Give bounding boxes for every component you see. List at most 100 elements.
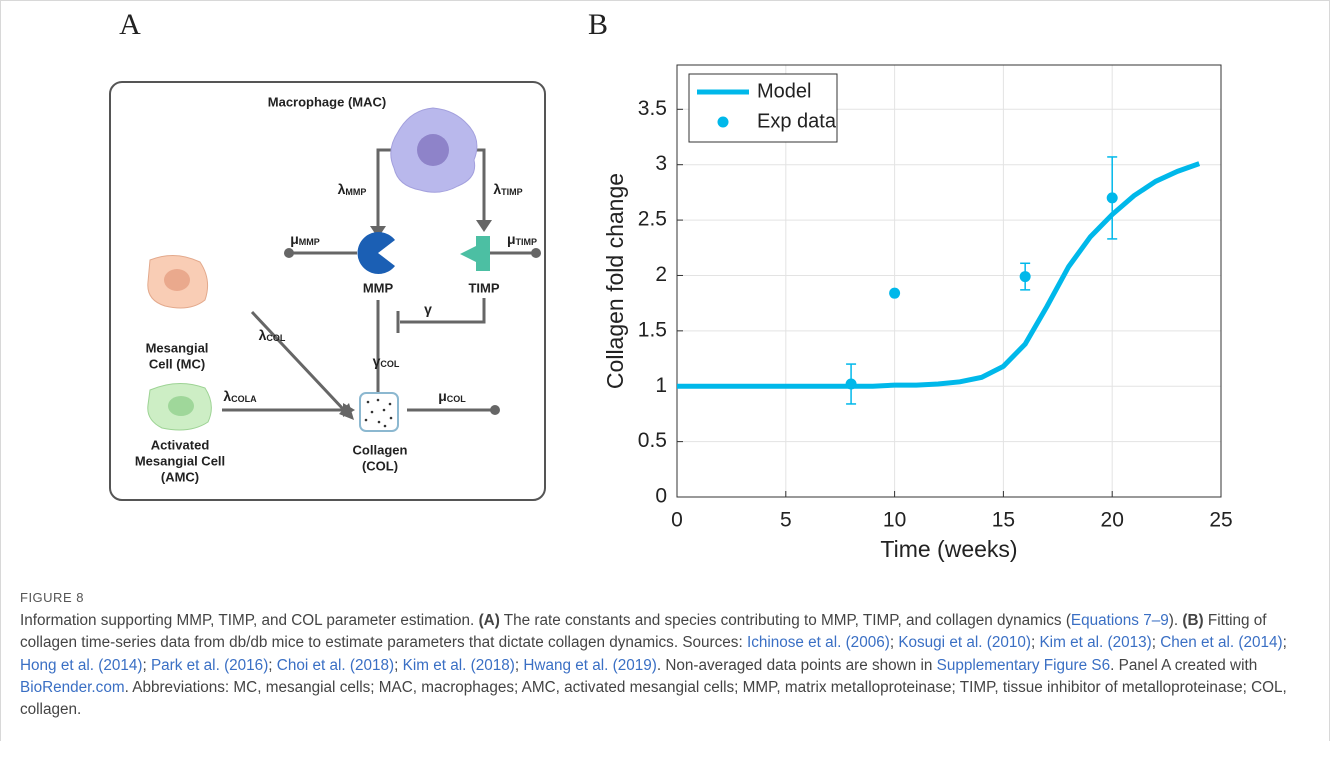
rate-subscript: TIMP [516, 237, 538, 247]
panel-label: A [119, 8, 141, 41]
macrophage-cell [390, 107, 478, 193]
rate-subscript: COL [266, 333, 286, 343]
node-label: Mesangial [146, 340, 209, 355]
caption-link[interactable]: BioRender.com [20, 678, 125, 696]
caption-text: ). [1168, 612, 1183, 629]
rate-subscript: MMP [345, 187, 366, 197]
rate-symbol: λ [338, 181, 346, 197]
caption-link[interactable]: Supplementary Figure S6 [936, 656, 1111, 674]
y-tick-label: 0 [655, 485, 667, 508]
node-label: Cell (MC) [149, 356, 205, 371]
caption-text: Information supporting MMP, TIMP, and CO… [20, 612, 479, 629]
caption-link[interactable]: Choi et al. (2018) [276, 656, 395, 674]
node-label: MMP [363, 280, 394, 295]
caption-link[interactable]: Park et al. (2016) [150, 656, 269, 674]
y-tick-label: 3 [655, 152, 667, 175]
legend-box [688, 73, 838, 143]
timp-icon [460, 236, 490, 271]
y-tick-label: 2 [655, 263, 667, 286]
y-tick-label: 0.5 [638, 429, 667, 452]
caption-text: ; [1282, 634, 1287, 652]
rate-label: μMMP [290, 231, 320, 248]
caption-link[interactable]: Kim et al. (2018) [402, 656, 515, 674]
data-point [845, 378, 857, 390]
x-tick-label: 0 [671, 509, 683, 532]
caption-text: . Non-averaged data points are shown in [656, 656, 937, 674]
caption-text: ; [142, 656, 151, 674]
rate-symbol: μ [290, 231, 299, 247]
node-label: Activated [151, 437, 210, 452]
rate-subscript: TIMP [501, 187, 523, 197]
legend-label: Exp data [757, 110, 837, 132]
caption-text: ; [268, 656, 277, 674]
figure: A B Macrophage (MAC) MMP TIMP MesangialC… [109, 8, 1233, 562]
x-tick-label: 15 [992, 509, 1015, 532]
x-tick-label: 20 [1101, 509, 1124, 532]
rate-label: λCOL [259, 327, 286, 344]
caption-link[interactable]: Chen et al. (2014) [1160, 634, 1283, 652]
panel-label: B [588, 8, 608, 41]
node-label: Macrophage (MAC) [268, 94, 386, 109]
node-label: Collagen [353, 442, 408, 457]
rate-symbol: λ [223, 388, 231, 404]
caption-link[interactable]: Kosugi et al. (2010) [898, 634, 1031, 652]
caption-text: ; [514, 656, 524, 674]
caption-text: ; [1151, 634, 1161, 652]
x-tick-label: 5 [780, 509, 792, 532]
rate-symbol: μ [507, 231, 516, 247]
data-point [889, 287, 901, 299]
rate-symbol: γ [424, 301, 432, 317]
y-tick-label: 2.5 [638, 208, 667, 231]
x-tick-label: 25 [1209, 509, 1232, 532]
collagen-icon [359, 392, 399, 432]
node-label: (AMC) [161, 469, 199, 484]
rate-symbol: λ [259, 327, 267, 343]
caption-link[interactable]: Hwang et al. (2019) [523, 656, 657, 674]
figure-label: FIGURE 8 [20, 590, 84, 605]
y-tick-label: 1 [655, 374, 667, 397]
x-tick-label: 10 [883, 509, 906, 532]
rate-label: μCOL [438, 388, 466, 405]
caption-text: ; [1030, 634, 1040, 652]
activated-cell [147, 383, 212, 431]
data-point [1019, 271, 1031, 283]
node-label: TIMP [468, 280, 499, 295]
caption-text: (A) [478, 612, 500, 629]
legend-swatch [717, 116, 729, 128]
arrowheads [284, 220, 541, 420]
y-tick-label: 3.5 [638, 97, 667, 120]
rate-symbol: μ [438, 388, 447, 404]
rate-label: γ [424, 301, 432, 317]
caption-link[interactable]: Equations 7–9 [1070, 612, 1169, 629]
caption-text: . Panel A created with [1110, 656, 1258, 674]
caption-link[interactable]: Kim et al. (2013) [1039, 634, 1152, 652]
caption-link[interactable]: Hong et al. (2014) [20, 656, 143, 674]
data-point [1106, 192, 1118, 204]
y-axis-label: Collagen fold change [602, 173, 628, 389]
plot-frame [676, 64, 1222, 498]
rate-symbol: λ [493, 181, 501, 197]
caption-text: Fitting of collagen time-series data fro… [20, 612, 1267, 652]
rate-subscript: MMP [299, 237, 320, 247]
node-label: Mesangial Cell [135, 453, 225, 468]
legend-label: Model [757, 80, 811, 102]
rate-label: μTIMP [507, 231, 537, 248]
rate-label: λMMP [338, 181, 367, 198]
caption: Information supporting MMP, TIMP, and CO… [20, 610, 1305, 721]
rate-label: γCOL [373, 353, 400, 370]
caption-text: ; [394, 656, 403, 674]
mesangial-cell [147, 255, 209, 309]
caption-text: ; [889, 634, 899, 652]
caption-link[interactable]: Ichinose et al. (2006) [746, 634, 890, 652]
node-label: (COL) [362, 458, 398, 473]
rate-label: λTIMP [493, 181, 522, 198]
mmp-icon [357, 231, 395, 274]
diagram-box [109, 81, 546, 501]
rate-symbol: γ [373, 353, 381, 369]
rate-subscript: COL [380, 359, 400, 369]
rate-subscript: COL [447, 394, 467, 404]
rate-subscript: COLA [231, 394, 257, 404]
y-tick-label: 1.5 [638, 318, 667, 341]
rate-label: λCOLA [223, 388, 257, 405]
